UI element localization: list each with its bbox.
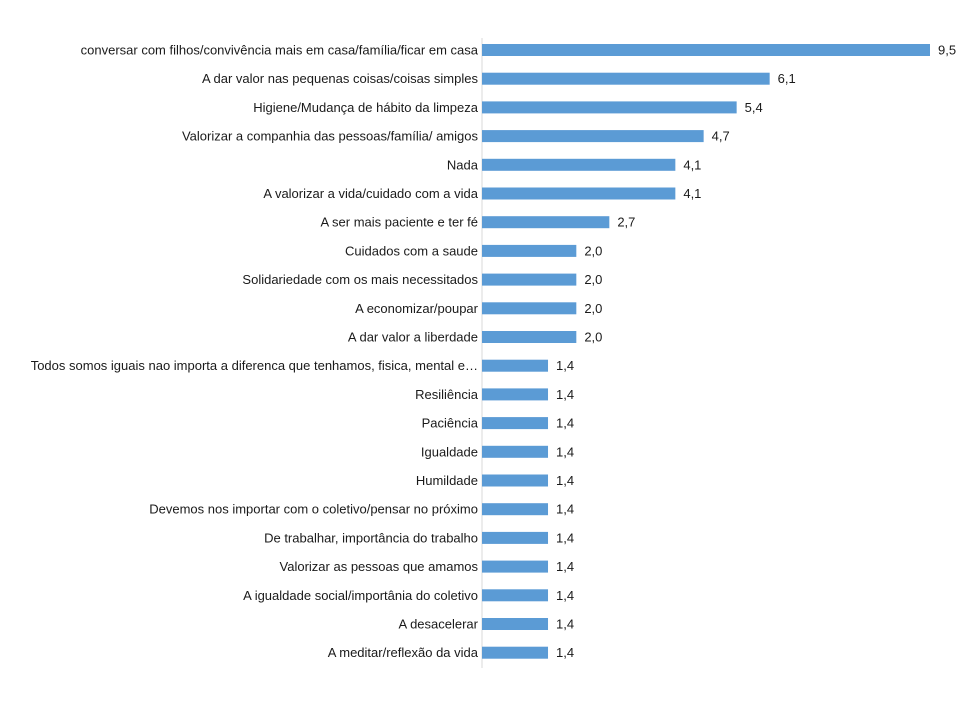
category-label: Igualdade: [421, 444, 478, 459]
category-label: A meditar/reflexão da vida: [328, 645, 479, 660]
bar: [482, 388, 549, 401]
category-label: A desacelerar: [399, 617, 479, 632]
bar: [482, 216, 610, 229]
category-label: Cuidados com a saude: [345, 243, 478, 258]
bar: [482, 618, 549, 630]
value-label: 1,4: [556, 387, 574, 402]
category-label: A economizar/poupar: [355, 301, 479, 316]
value-label: 4,1: [683, 186, 701, 201]
bar: [482, 101, 737, 114]
bar: [482, 244, 577, 257]
value-label: 2,0: [584, 272, 602, 287]
bar: [482, 302, 577, 315]
category-label: conversar com filhos/convivência mais em…: [81, 43, 479, 58]
category-label: Resiliência: [415, 387, 479, 402]
category-label: A igualdade social/importânia do coletiv…: [243, 588, 478, 603]
category-label: Solidariedade com os mais necessitados: [242, 272, 478, 287]
value-label: 1,4: [556, 502, 574, 517]
category-label: A ser mais paciente e ter fé: [320, 215, 478, 230]
bar: [482, 331, 577, 343]
category-label: Paciência: [422, 416, 479, 431]
value-label: 1,4: [556, 645, 574, 660]
value-label: 2,0: [584, 243, 602, 258]
bar: [482, 130, 704, 143]
bar: [482, 531, 549, 544]
bar: [482, 44, 930, 56]
bar: [482, 589, 549, 602]
value-label: 9,5: [938, 43, 956, 58]
bar: [482, 560, 549, 573]
value-label: 2,7: [617, 215, 635, 230]
bar: [482, 187, 676, 200]
category-label: Valorizar a companhia das pessoas/famíli…: [182, 129, 479, 144]
bar: [482, 158, 676, 171]
category-label: Valorizar as pessoas que amamos: [280, 559, 479, 574]
category-label: Nada: [447, 157, 479, 172]
bar: [482, 72, 770, 85]
value-label: 1,4: [556, 559, 574, 574]
value-label: 1,4: [556, 444, 574, 459]
category-label: Higiene/Mudança de hábito da limpeza: [253, 100, 479, 115]
category-label: Humildade: [416, 473, 478, 488]
category-label: Todos somos iguais nao importa a diferen…: [31, 358, 478, 373]
bars-group: conversar com filhos/convivência mais em…: [31, 43, 956, 661]
category-label: Devemos nos importar com o coletivo/pens…: [149, 502, 478, 517]
value-label: 4,7: [712, 129, 730, 144]
bar: [482, 474, 549, 487]
bar: [482, 445, 549, 458]
bar: [482, 503, 549, 516]
category-label: De trabalhar, importância do trabalho: [264, 530, 478, 545]
value-label: 1,4: [556, 617, 574, 632]
bar: [482, 417, 549, 430]
value-label: 6,1: [778, 71, 796, 86]
value-label: 1,4: [556, 588, 574, 603]
category-label: A dar valor nas pequenas coisas/coisas s…: [202, 71, 479, 86]
value-label: 1,4: [556, 358, 574, 373]
bar: [482, 359, 549, 372]
value-label: 2,0: [584, 301, 602, 316]
value-label: 5,4: [745, 100, 763, 115]
bar: [482, 646, 549, 659]
value-label: 2,0: [584, 330, 602, 345]
category-label: A dar valor a liberdade: [348, 330, 478, 345]
value-label: 1,4: [556, 416, 574, 431]
value-label: 4,1: [683, 157, 701, 172]
bar: [482, 273, 577, 286]
value-label: 1,4: [556, 530, 574, 545]
category-label: A valorizar a vida/cuidado com a vida: [263, 186, 478, 201]
value-label: 1,4: [556, 473, 574, 488]
